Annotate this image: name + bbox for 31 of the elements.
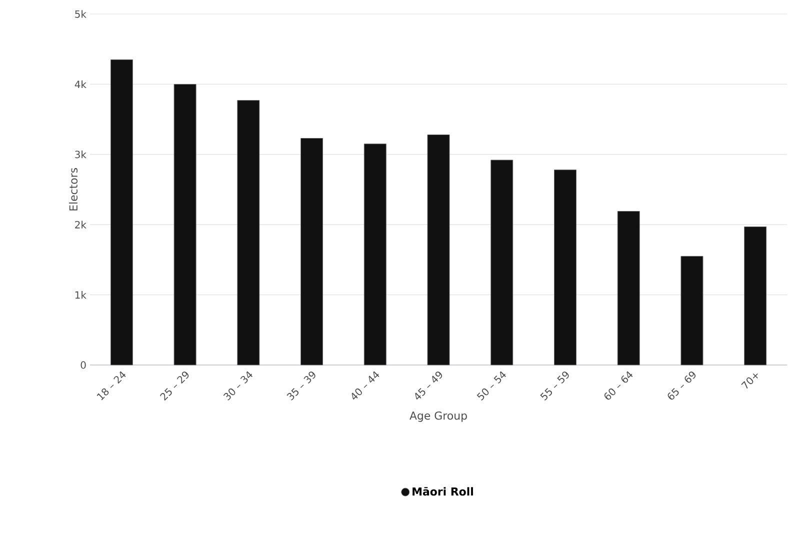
bar xyxy=(237,100,260,366)
bar xyxy=(427,134,450,366)
bar xyxy=(300,138,324,366)
x-tick-label: 45 – 49 xyxy=(415,372,442,400)
bar xyxy=(364,144,386,366)
bar xyxy=(174,84,196,366)
x-tick-label: 18 – 24 xyxy=(96,371,126,400)
x-tick-label: 65 – 69 xyxy=(668,372,696,400)
bar xyxy=(744,226,767,366)
x-tick-label: 50 – 54 xyxy=(476,371,506,400)
bar xyxy=(617,211,640,366)
y-tick-label: 0 xyxy=(80,361,86,369)
x-tick-label: 30 – 34 xyxy=(223,371,253,400)
bar xyxy=(490,160,514,366)
y-tick-label: 1k xyxy=(75,291,86,299)
y-tick-label: 4k xyxy=(74,80,86,88)
y-tick-label: 5k xyxy=(75,10,86,18)
x-tick-label: 60 – 64 xyxy=(604,371,633,400)
y-tick-label: 2k xyxy=(75,220,86,228)
y-tick-label: 3k xyxy=(75,150,86,158)
x-tick-label: 70+ xyxy=(741,373,758,389)
y-axis-title: Electors xyxy=(69,168,78,210)
bar xyxy=(110,59,133,366)
x-tick-label: 35 – 39 xyxy=(286,372,316,400)
x-tick-label: 40 – 44 xyxy=(352,371,380,400)
x-axis-title: Age Group xyxy=(410,411,467,422)
x-tick-label: 25 – 29 xyxy=(160,372,189,401)
legend-label: Māori Roll xyxy=(412,487,473,496)
bar xyxy=(680,256,704,366)
bar xyxy=(554,170,576,366)
x-tick-label: 55 – 59 xyxy=(540,372,569,400)
